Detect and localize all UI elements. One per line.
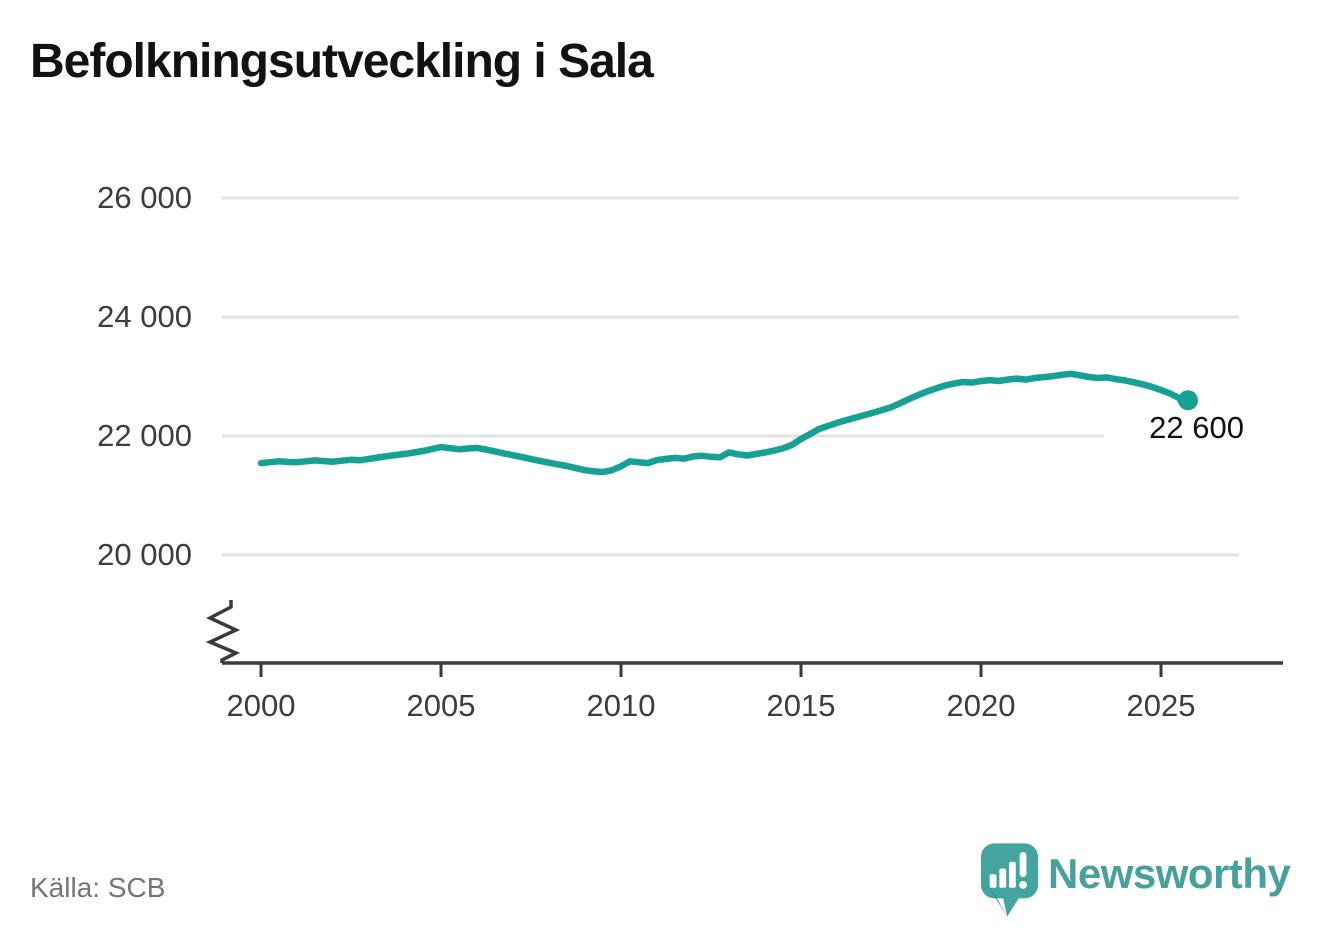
newsworthy-wordmark: Newsworthy — [1048, 850, 1291, 897]
y-tick-label: 26 000 — [97, 180, 192, 215]
newsworthy-logo-icon — [981, 843, 1039, 917]
x-tick-label: 2015 — [766, 688, 836, 723]
y-tick-label: 22 000 — [97, 418, 192, 453]
end-value-label: 22 600 — [1104, 411, 1244, 445]
logo-exclamation-dot-icon — [1019, 881, 1027, 889]
source-note: Källa: SCB — [30, 872, 166, 903]
y-tick-label: 24 000 — [97, 299, 192, 334]
logo-exclamation-icon — [1019, 852, 1027, 878]
x-tick-label: 2020 — [946, 688, 1016, 723]
newsworthy-logo: Newsworthy — [981, 843, 1291, 921]
x-tick-label: 2010 — [586, 688, 656, 723]
y-tick-label: 20 000 — [97, 537, 192, 572]
data-line — [257, 370, 1192, 476]
logo-bar-icon — [989, 874, 997, 888]
logo-bar-icon — [1009, 861, 1016, 888]
chart-title: Befolkningsutveckling i Sala — [30, 35, 654, 88]
x-tick-label: 2000 — [226, 688, 296, 723]
x-tick-label: 2005 — [406, 688, 476, 723]
axis-break-icon — [205, 600, 241, 663]
x-tick-label: 2025 — [1126, 688, 1196, 723]
end-dot — [1178, 390, 1198, 411]
logo-bar-icon — [999, 868, 1007, 888]
